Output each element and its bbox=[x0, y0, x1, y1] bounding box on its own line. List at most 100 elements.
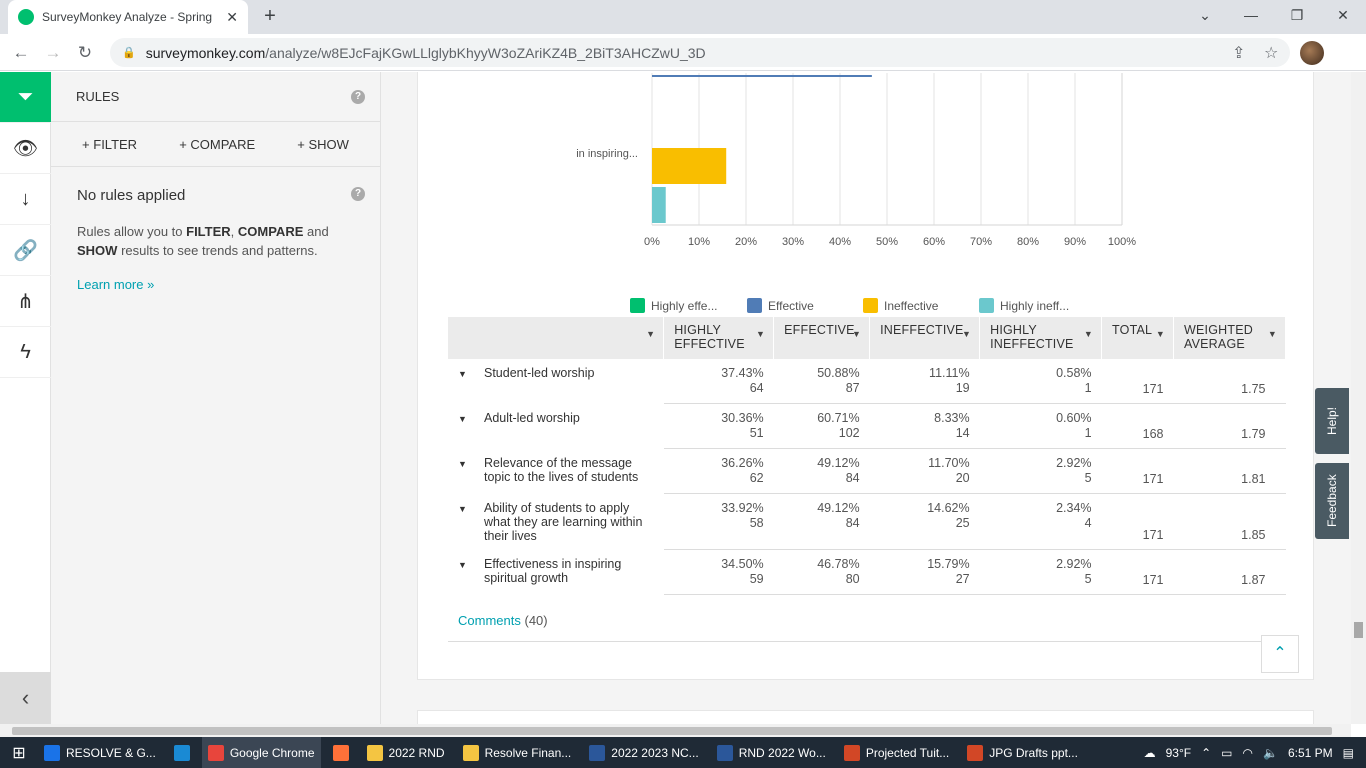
col-highly-ineffective[interactable]: HIGHLY INEFFECTIVE ▼ bbox=[979, 317, 1103, 359]
close-tab-icon[interactable]: ✕ bbox=[226, 8, 238, 25]
rail-insights-button[interactable]: ϟ bbox=[0, 327, 51, 378]
question-card: 0% 10% 20% 30% 40% 50% 60% 70% 80% 90% 100% in insp… bbox=[417, 72, 1314, 680]
help-tab[interactable]: Help! bbox=[1315, 388, 1349, 454]
reload-button[interactable]: ↻ bbox=[77, 43, 93, 62]
rail-view-button[interactable]: 👁 bbox=[0, 123, 51, 174]
cell-e: 49.12% 84 bbox=[773, 493, 870, 550]
download-icon: ↓ bbox=[20, 187, 31, 210]
taskbar-item[interactable]: 2022 RND bbox=[361, 737, 451, 768]
battery-icon[interactable]: ▭ bbox=[1221, 745, 1233, 760]
row-label: Ability of students to apply what they a… bbox=[483, 500, 643, 543]
start-button[interactable]: ⊞ bbox=[0, 737, 38, 768]
profile-avatar[interactable] bbox=[1300, 41, 1324, 65]
rail-share-button[interactable]: ⋔ bbox=[0, 276, 51, 327]
restore-button[interactable]: ❐ bbox=[1290, 7, 1304, 23]
add-compare-button[interactable]: + COMPARE bbox=[179, 136, 256, 152]
taskbar-item[interactable] bbox=[327, 737, 361, 768]
cell-he: 34.50% 59 bbox=[663, 549, 774, 595]
cell-e: 46.78% 80 bbox=[773, 549, 870, 595]
volume-icon[interactable]: 🔈 bbox=[1263, 745, 1278, 760]
learn-more-link[interactable]: Learn more » bbox=[77, 277, 155, 292]
add-filter-button[interactable]: + FILTER bbox=[82, 136, 138, 152]
taskbar-item[interactable]: 2022 2023 NC... bbox=[583, 737, 704, 768]
comments-link[interactable]: Comments (40) bbox=[458, 613, 548, 628]
taskbar-item-label: Resolve Finan... bbox=[484, 745, 572, 760]
app-icon bbox=[843, 744, 860, 761]
horizontal-scrollbar[interactable] bbox=[0, 724, 1351, 737]
tab-search-icon[interactable]: ⌄ bbox=[1199, 7, 1211, 23]
chevron-up-icon[interactable]: ⌃ bbox=[1201, 745, 1212, 760]
results-table: ▼ HIGHLY EFFECTIVE ▼ EFFECTIVE ▼ INEFFECTI… bbox=[448, 317, 1286, 595]
app-icon bbox=[462, 744, 479, 761]
taskbar-item[interactable]: RESOLVE & G... bbox=[38, 737, 162, 768]
taskbar-item-label: Google Chrome bbox=[229, 745, 315, 760]
taskbar-item[interactable]: RND 2022 Wo... bbox=[711, 737, 832, 768]
analyze-icon-rail: ⏷ 👁 ↓ 🔗 ⋔ ϟ ‹ bbox=[0, 72, 51, 724]
back-button[interactable]: ← bbox=[12, 43, 30, 62]
row-toggle-caret-icon[interactable]: ▼ bbox=[458, 458, 467, 469]
url-field[interactable]: 🔒 surveymonkey.com/analyze/w8EJcFajKGwLL… bbox=[110, 38, 1290, 67]
vertical-scrollbar[interactable] bbox=[1351, 72, 1366, 724]
caret-down-icon: ▼ bbox=[646, 329, 656, 339]
windows-taskbar: ⊞ RESOLVE & G... Google Chrome 2022 RND Res… bbox=[0, 737, 1366, 768]
feedback-tab[interactable]: Feedback bbox=[1315, 463, 1349, 539]
table-row: ▼ Effectiveness in inspiring spiritual gr… bbox=[448, 549, 1286, 595]
chevron-up-icon: ⌃ bbox=[1273, 645, 1287, 662]
row-toggle-caret-icon[interactable]: ▼ bbox=[458, 503, 467, 514]
taskbar-item-label: RND 2022 Wo... bbox=[738, 745, 826, 760]
legend-label: Highly effe... bbox=[651, 299, 717, 313]
caret-down-icon: ▼ bbox=[961, 329, 972, 339]
table-row: ▼ Adult-led worship 30.36% 51 60.71% 102 8.33%… bbox=[448, 403, 1286, 449]
rules-title: RULES bbox=[76, 89, 120, 104]
scroll-to-top-button[interactable]: ⌃ bbox=[1261, 635, 1299, 673]
taskbar-item[interactable]: Google Chrome bbox=[201, 737, 321, 768]
label-column-header[interactable]: ▼ bbox=[448, 317, 665, 359]
col-ineffective[interactable]: INEFFECTIVE ▼ bbox=[869, 317, 981, 359]
cell-he: 33.92% 58 bbox=[663, 493, 774, 550]
forward-button[interactable]: → bbox=[44, 43, 62, 62]
help-icon[interactable]: ? bbox=[351, 187, 365, 201]
x-tick-label: 60% bbox=[923, 236, 945, 248]
help-icon[interactable]: ? bbox=[351, 90, 365, 104]
bar bbox=[652, 148, 727, 184]
taskbar-item[interactable] bbox=[168, 737, 202, 768]
bookmark-star-icon[interactable]: ☆ bbox=[1264, 45, 1279, 62]
close-window-button[interactable]: ✕ bbox=[1337, 7, 1349, 23]
collapse-panel-button[interactable]: ‹ bbox=[0, 672, 51, 724]
browser-tab[interactable]: SurveyMonkey Analyze - Spring ✕ bbox=[8, 0, 248, 34]
table-row: ▼ Student-led worship 37.43% 64 50.88% 87 11.1… bbox=[448, 359, 1286, 404]
col-highly-effective[interactable]: HIGHLY EFFECTIVE ▼ bbox=[663, 317, 775, 359]
taskbar-item[interactable]: Resolve Finan... bbox=[457, 737, 578, 768]
rules-actions: + FILTER + COMPARE + SHOW bbox=[51, 122, 380, 167]
row-toggle-caret-icon[interactable]: ▼ bbox=[458, 413, 467, 424]
rail-link-button[interactable]: 🔗 bbox=[0, 225, 51, 276]
scrollbar-thumb[interactable] bbox=[1354, 622, 1363, 638]
new-tab-button[interactable]: + bbox=[264, 5, 276, 27]
x-tick-label: 10% bbox=[688, 236, 710, 248]
cell-e: 60.71% 102 bbox=[773, 403, 870, 449]
system-tray: ☁ 93°F ⌃ ▭ ◠ 🔈 6:51 PM ▤ bbox=[1139, 737, 1366, 768]
clock[interactable]: 6:51 PM bbox=[1287, 745, 1333, 760]
col-effective[interactable]: EFFECTIVE ▼ bbox=[773, 317, 871, 359]
taskbar-item[interactable]: JPG Drafts ppt... bbox=[961, 737, 1084, 768]
cell-i: 11.11% 19 bbox=[869, 359, 980, 404]
add-show-button[interactable]: + SHOW bbox=[297, 136, 349, 152]
rail-filter-button[interactable]: ⏷ bbox=[0, 72, 51, 123]
rules-panel: RULES ? + FILTER + COMPARE + SHOW ? No r… bbox=[51, 72, 381, 724]
scrollbar-thumb[interactable] bbox=[12, 727, 1332, 735]
col-weighted-average[interactable]: WEIGHTED AVERAGE ▼ bbox=[1173, 317, 1286, 359]
row-toggle-caret-icon[interactable]: ▼ bbox=[458, 559, 467, 570]
row-toggle-caret-icon[interactable]: ▼ bbox=[458, 369, 467, 379]
notifications-icon[interactable]: ▤ bbox=[1342, 745, 1354, 760]
minimize-button[interactable]: — bbox=[1244, 7, 1258, 23]
wifi-icon[interactable]: ◠ bbox=[1242, 745, 1253, 760]
cell-weighted-average: 1.85 bbox=[1173, 493, 1286, 550]
app-icon bbox=[44, 744, 60, 761]
taskbar-item[interactable]: Projected Tuit... bbox=[838, 737, 955, 768]
cell-i: 8.33% 14 bbox=[869, 403, 980, 449]
no-rules-heading: No rules applied bbox=[77, 187, 186, 204]
rail-export-button[interactable]: ↓ bbox=[0, 174, 51, 225]
share-page-icon[interactable]: ⇪ bbox=[1232, 45, 1246, 62]
col-total[interactable]: TOTAL ▼ bbox=[1101, 317, 1174, 359]
table-row: ▼ Relevance of the message topic to the l… bbox=[448, 448, 1286, 494]
